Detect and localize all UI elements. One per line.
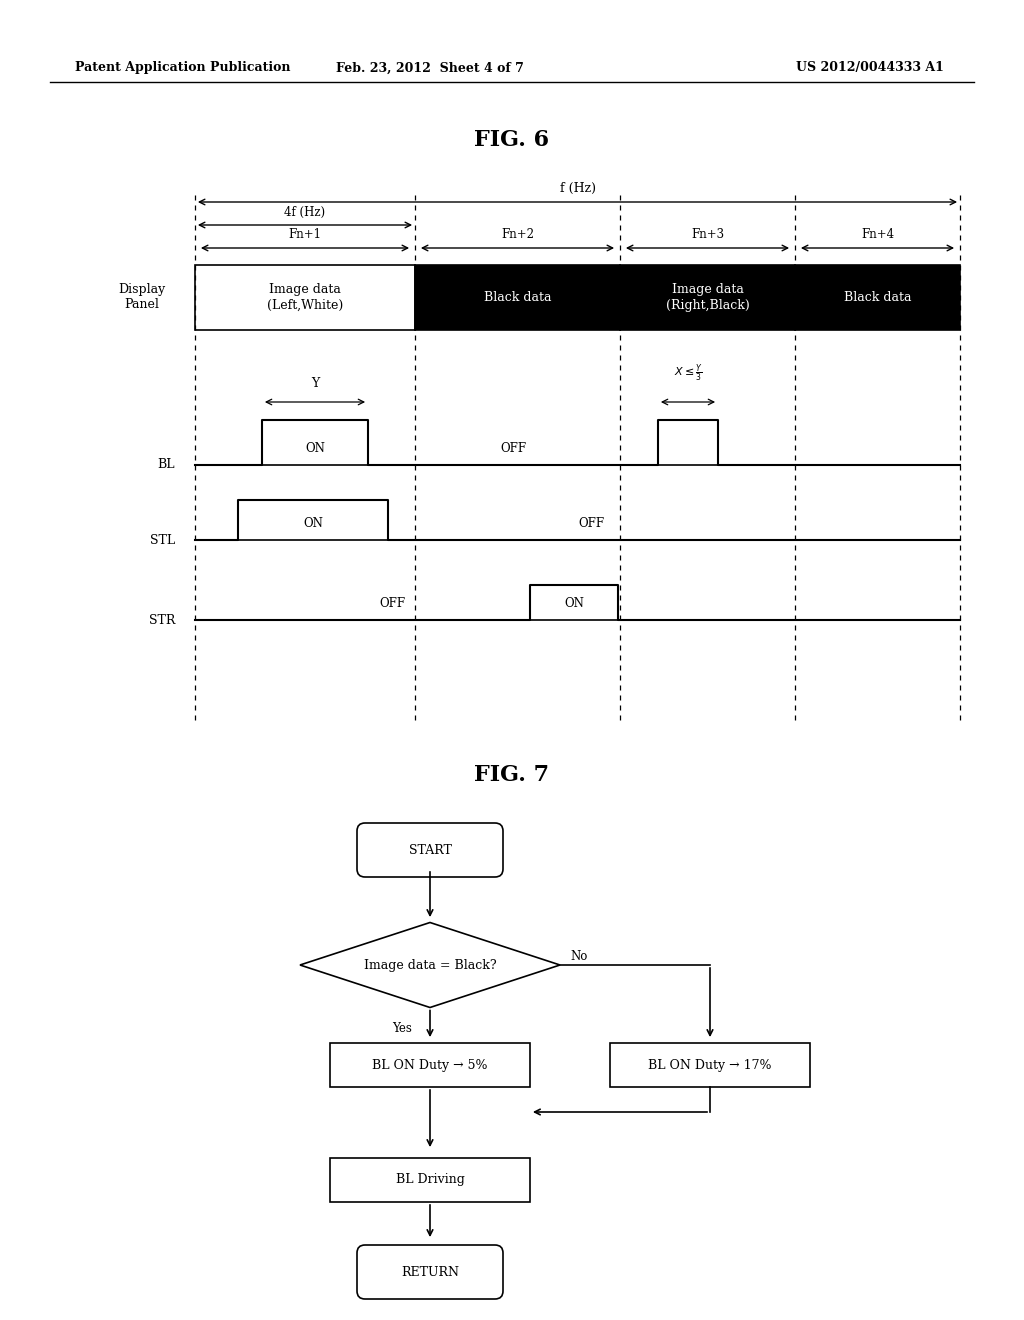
Bar xyxy=(330,1043,530,1086)
Text: Display
Panel: Display Panel xyxy=(119,284,166,312)
Text: BL ON Duty → 5%: BL ON Duty → 5% xyxy=(373,1059,487,1072)
Text: Fn+1: Fn+1 xyxy=(289,228,322,242)
FancyBboxPatch shape xyxy=(357,822,503,876)
Text: Feb. 23, 2012  Sheet 4 of 7: Feb. 23, 2012 Sheet 4 of 7 xyxy=(336,62,524,74)
Bar xyxy=(330,1158,530,1203)
Text: Black data: Black data xyxy=(483,290,551,304)
Text: Image data
(Right,Black): Image data (Right,Black) xyxy=(666,284,750,312)
Text: Fn+2: Fn+2 xyxy=(501,228,534,242)
Text: STL: STL xyxy=(150,533,175,546)
Text: OFF: OFF xyxy=(579,517,604,531)
Text: BL: BL xyxy=(158,458,175,471)
Text: FIG. 6: FIG. 6 xyxy=(474,129,550,150)
Text: RETURN: RETURN xyxy=(401,1266,459,1279)
Text: Image data = Black?: Image data = Black? xyxy=(364,958,497,972)
Text: Yes: Yes xyxy=(392,1023,412,1035)
Bar xyxy=(620,265,795,330)
FancyBboxPatch shape xyxy=(357,1245,503,1299)
Text: OFF: OFF xyxy=(500,442,526,455)
Text: US 2012/0044333 A1: US 2012/0044333 A1 xyxy=(796,62,944,74)
Text: 4f (Hz): 4f (Hz) xyxy=(285,206,326,219)
Text: Fn+3: Fn+3 xyxy=(691,228,724,242)
Text: f (Hz): f (Hz) xyxy=(559,181,596,194)
Text: No: No xyxy=(570,950,588,964)
Text: Patent Application Publication: Patent Application Publication xyxy=(75,62,291,74)
Text: STR: STR xyxy=(148,614,175,627)
Bar xyxy=(610,1043,810,1086)
Bar xyxy=(795,265,961,330)
Text: ON: ON xyxy=(564,597,584,610)
Bar xyxy=(415,265,620,330)
Text: ON: ON xyxy=(305,442,325,455)
Text: BL ON Duty → 17%: BL ON Duty → 17% xyxy=(648,1059,772,1072)
Polygon shape xyxy=(300,923,560,1007)
Text: FIG. 7: FIG. 7 xyxy=(474,764,550,785)
Text: Image data
(Left,White): Image data (Left,White) xyxy=(267,284,343,312)
Text: START: START xyxy=(409,843,452,857)
Text: Black data: Black data xyxy=(844,290,911,304)
Bar xyxy=(195,265,415,330)
Text: OFF: OFF xyxy=(380,597,406,610)
Text: $X{\leq}\frac{Y}{3}$: $X{\leq}\frac{Y}{3}$ xyxy=(674,363,702,384)
Text: BL Driving: BL Driving xyxy=(395,1173,465,1187)
Text: ON: ON xyxy=(303,517,323,531)
Text: Y: Y xyxy=(311,378,319,389)
Text: Fn+4: Fn+4 xyxy=(861,228,894,242)
